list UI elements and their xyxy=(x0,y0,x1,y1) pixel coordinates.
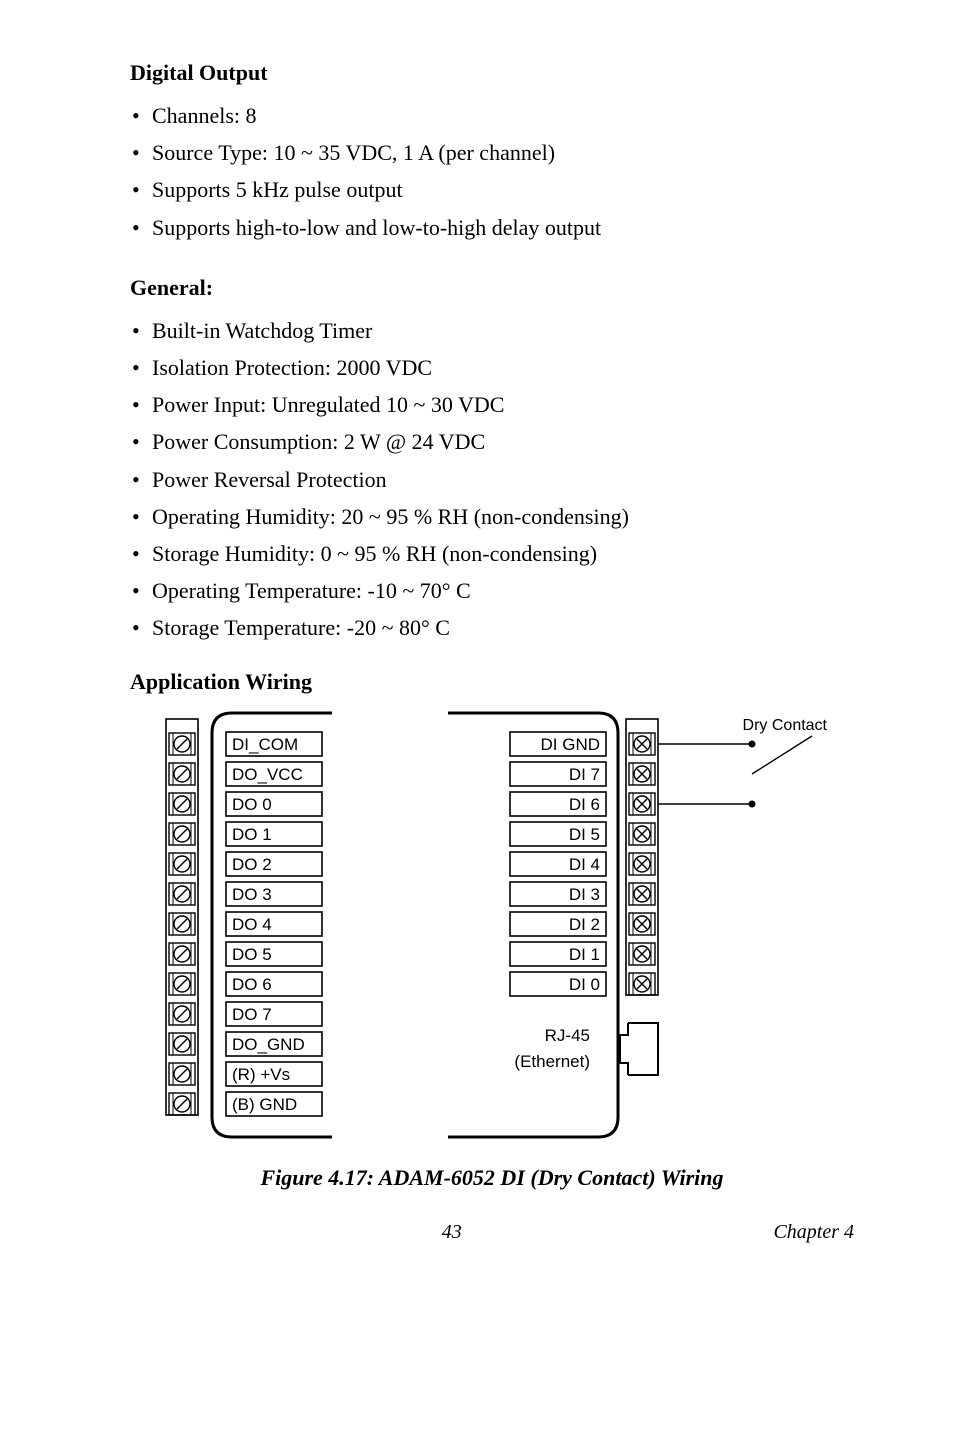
svg-text:DI 1: DI 1 xyxy=(569,945,600,964)
svg-text:Dry Contact: Dry Contact xyxy=(743,717,828,734)
list-item: Source Type: 10 ~ 35 VDC, 1 A (per chann… xyxy=(130,135,854,170)
list-item: Supports high-to-low and low-to-high del… xyxy=(130,210,854,245)
svg-text:DI 7: DI 7 xyxy=(569,765,600,784)
svg-text:DO 2: DO 2 xyxy=(232,855,272,874)
svg-text:RJ-45: RJ-45 xyxy=(545,1026,590,1045)
list-item: Built-in Watchdog Timer xyxy=(130,313,854,348)
chapter-label: Chapter 4 xyxy=(773,1221,854,1244)
general-list: Built-in Watchdog Timer Isolation Protec… xyxy=(130,313,854,646)
svg-text:DI GND: DI GND xyxy=(541,735,601,754)
list-item: Power Input: Unregulated 10 ~ 30 VDC xyxy=(130,387,854,422)
list-item: Storage Temperature: -20 ~ 80° C xyxy=(130,610,854,645)
list-item: Isolation Protection: 2000 VDC xyxy=(130,350,854,385)
svg-text:DI 3: DI 3 xyxy=(569,885,600,904)
svg-text:DO_GND: DO_GND xyxy=(232,1035,305,1054)
page-footer: 43 Chapter 4 xyxy=(0,1221,954,1284)
svg-text:DO 1: DO 1 xyxy=(232,825,272,844)
list-item: Power Consumption: 2 W @ 24 VDC xyxy=(130,424,854,459)
list-item: Supports 5 kHz pulse output xyxy=(130,172,854,207)
svg-text:DI 6: DI 6 xyxy=(569,795,600,814)
section-title-general: General: xyxy=(130,275,854,301)
svg-text:DO 4: DO 4 xyxy=(232,915,272,934)
svg-text:(R) +Vs: (R) +Vs xyxy=(232,1065,290,1084)
list-item: Channels: 8 xyxy=(130,98,854,133)
digital-output-list: Channels: 8 Source Type: 10 ~ 35 VDC, 1 … xyxy=(130,98,854,245)
list-item: Power Reversal Protection xyxy=(130,462,854,497)
svg-text:DO 0: DO 0 xyxy=(232,795,272,814)
svg-text:DI 5: DI 5 xyxy=(569,825,600,844)
svg-text:(B) GND: (B) GND xyxy=(232,1095,297,1114)
svg-text:DO 7: DO 7 xyxy=(232,1005,272,1024)
svg-text:DO 6: DO 6 xyxy=(232,975,272,994)
list-item: Operating Temperature: -10 ~ 70° C xyxy=(130,573,854,608)
wiring-diagram: DI_COM DO_VCC DO 0 DO 1 DO 2 DO 3 DO 4 DO 5 DO 6… xyxy=(130,707,854,1147)
list-item: Operating Humidity: 20 ~ 95 % RH (non-co… xyxy=(130,499,854,534)
svg-text:DI 4: DI 4 xyxy=(569,855,600,874)
section-title-digital-output: Digital Output xyxy=(130,60,854,86)
svg-text:DO_VCC: DO_VCC xyxy=(232,765,303,784)
svg-text:(Ethernet): (Ethernet) xyxy=(514,1052,590,1071)
svg-text:DO 5: DO 5 xyxy=(232,945,272,964)
svg-text:DO 3: DO 3 xyxy=(232,885,272,904)
svg-text:DI 2: DI 2 xyxy=(569,915,600,934)
svg-text:DI_COM: DI_COM xyxy=(232,735,298,754)
figure-caption: Figure 4.17: ADAM-6052 DI (Dry Contact) … xyxy=(130,1165,854,1191)
svg-text:DI 0: DI 0 xyxy=(569,975,600,994)
page-number: 43 xyxy=(130,1221,773,1244)
list-item: Storage Humidity: 0 ~ 95 % RH (non-conde… xyxy=(130,536,854,571)
section-title-app-wiring: Application Wiring xyxy=(130,669,854,695)
